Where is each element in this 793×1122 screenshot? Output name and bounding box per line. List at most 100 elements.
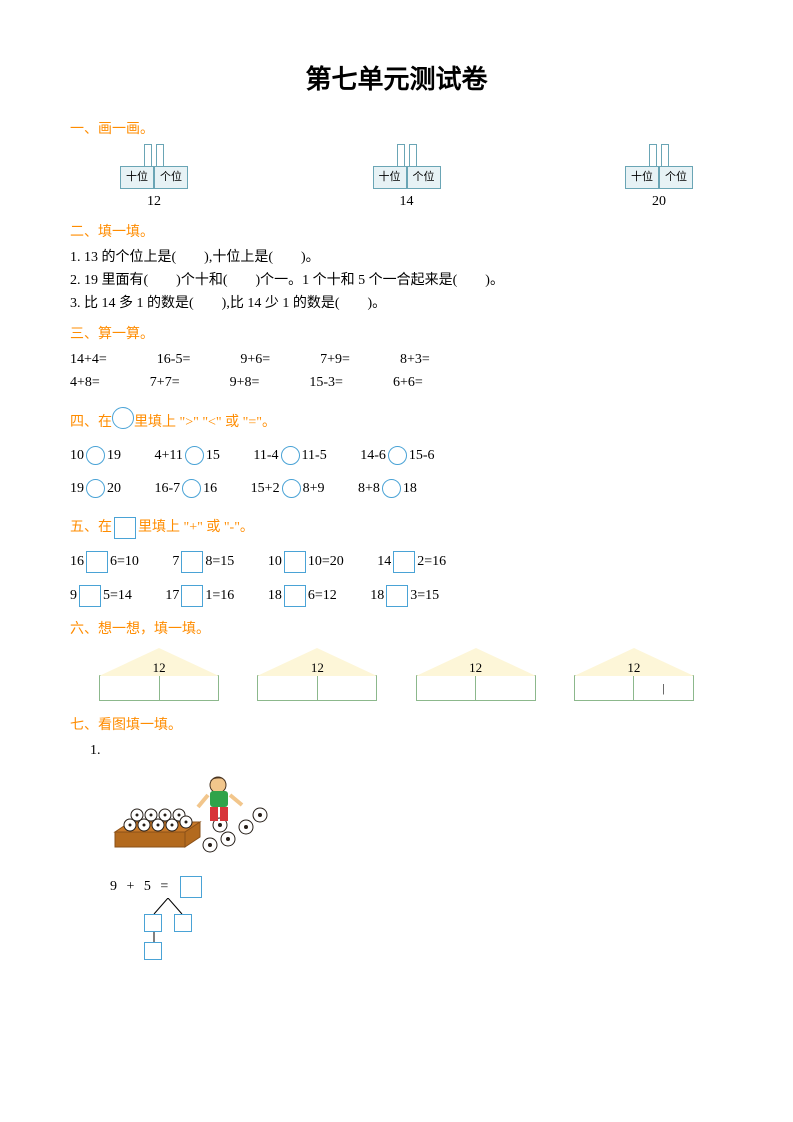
tree-blank[interactable]: [174, 914, 192, 932]
pv-num-3: 20: [625, 191, 693, 212]
house-cell[interactable]: |: [633, 676, 693, 700]
circle-blank[interactable]: [388, 446, 407, 465]
s2-q1: 1. 13 的个位上是( ),十位上是( )。: [70, 247, 723, 268]
section-7-title: 七、看图填一填。: [70, 715, 723, 736]
pv-tens-label: 十位: [625, 166, 659, 189]
square-blank[interactable]: [284, 551, 306, 573]
op-a: 16: [70, 554, 84, 569]
circle-blank[interactable]: [282, 479, 301, 498]
tree-blank[interactable]: [144, 914, 162, 932]
op-b: 6=10: [110, 554, 139, 569]
square-blank[interactable]: [86, 551, 108, 573]
s2-q2: 2. 19 里面有( )个十和( )个一。1 个十和 5 个一合起来是( )。: [70, 270, 723, 291]
op-b: 8=15: [205, 554, 234, 569]
comp-b: 15-6: [409, 448, 435, 463]
s4-title-pre: 四、在: [70, 415, 112, 430]
calc-item: 7+7=: [150, 372, 180, 393]
comp-b: 18: [403, 481, 417, 496]
calc-item: 9+8=: [230, 372, 260, 393]
circle-blank[interactable]: [185, 446, 204, 465]
square-blank[interactable]: [181, 585, 203, 607]
square-blank[interactable]: [181, 551, 203, 573]
op-b: 6=12: [308, 588, 337, 603]
op-a: 17: [165, 588, 179, 603]
house-cell[interactable]: [100, 676, 159, 700]
house-cell[interactable]: [159, 676, 219, 700]
comp-b: 11-5: [302, 448, 327, 463]
s4-row2: 1920 16-716 15+28+9 8+818: [70, 478, 723, 499]
circle-blank[interactable]: [382, 479, 401, 498]
op-b: 10=20: [308, 554, 344, 569]
square-blank[interactable]: [79, 585, 101, 607]
calc-item: 15-3=: [309, 372, 343, 393]
pv-ones-label: 个位: [407, 166, 441, 189]
comp-a: 11-4: [253, 448, 278, 463]
house-1: 12: [99, 648, 219, 701]
square-blank[interactable]: [284, 585, 306, 607]
square-blank-icon: [114, 517, 136, 539]
expr-eq: =: [160, 879, 168, 894]
square-blank[interactable]: [386, 585, 408, 607]
tree-blank[interactable]: [144, 942, 162, 960]
house-roof-num: 12: [99, 658, 219, 678]
house-cell[interactable]: [575, 676, 634, 700]
expr-a: 9: [110, 879, 117, 894]
section-1-title: 一、画一画。: [70, 119, 723, 140]
soccer-figure: 9 + 5 =: [110, 767, 723, 960]
houses-row: 12 12 12 12 |: [70, 648, 723, 701]
calc-item: 8+3=: [400, 349, 430, 370]
pv-unit-2: 十位 个位 14: [373, 144, 441, 212]
square-blank[interactable]: [393, 551, 415, 573]
calc-item: 6+6=: [393, 372, 423, 393]
house-cell[interactable]: [258, 676, 317, 700]
circle-blank[interactable]: [281, 446, 300, 465]
page-title: 第七单元测试卷: [70, 60, 723, 99]
s7-q1: 1.: [70, 740, 723, 761]
comp-b: 20: [107, 481, 121, 496]
s5-row1: 166=10 78=15 1010=20 142=16: [70, 551, 723, 573]
s4-title-post: 里填上 ">" "<" 或 "="。: [134, 415, 276, 430]
circle-blank[interactable]: [86, 479, 105, 498]
calc-row-1: 14+4= 16-5= 9+6= 7+9= 8+3=: [70, 349, 723, 370]
house-cell[interactable]: [317, 676, 377, 700]
pv-ones-label: 个位: [154, 166, 188, 189]
expr-op: +: [127, 879, 135, 894]
section-4-title: 四、在 里填上 ">" "<" 或 "="。: [70, 407, 723, 433]
pv-unit-3: 十位 个位 20: [625, 144, 693, 212]
comp-a: 14-6: [360, 448, 386, 463]
calc-item: 4+8=: [70, 372, 100, 393]
answer-blank[interactable]: [180, 876, 202, 898]
pv-ones-label: 个位: [659, 166, 693, 189]
house-roof-num: 12: [574, 658, 694, 678]
op-a: 18: [268, 588, 282, 603]
house-3: 12: [416, 648, 536, 701]
circle-blank[interactable]: [86, 446, 105, 465]
pv-tens-label: 十位: [373, 166, 407, 189]
s4-row1: 1019 4+1115 11-411-5 14-615-6: [70, 445, 723, 466]
comp-a: 8+8: [358, 481, 380, 496]
soccer-scene-svg: [110, 767, 290, 867]
comp-a: 10: [70, 448, 84, 463]
pv-num-2: 14: [373, 191, 441, 212]
calc-item: 7+9=: [320, 349, 350, 370]
s2-q3: 3. 比 14 多 1 的数是( ),比 14 少 1 的数是( )。: [70, 293, 723, 314]
section-2-title: 二、填一填。: [70, 222, 723, 243]
house-cell[interactable]: [417, 676, 476, 700]
house-roof-num: 12: [416, 658, 536, 678]
expr-row: 9 + 5 =: [110, 876, 723, 898]
expr-b: 5: [144, 879, 151, 894]
op-a: 10: [268, 554, 282, 569]
section-6-title: 六、想一想，填一填。: [70, 619, 723, 640]
comp-b: 19: [107, 448, 121, 463]
house-4: 12 |: [574, 648, 694, 701]
house-cell[interactable]: [475, 676, 535, 700]
comp-a: 15+2: [251, 481, 280, 496]
calc-item: 16-5=: [157, 349, 191, 370]
op-b: 2=16: [417, 554, 446, 569]
pv-tens-label: 十位: [120, 166, 154, 189]
s5-title-pre: 五、在: [70, 520, 112, 535]
s5-row2: 95=14 171=16 186=12 183=15: [70, 585, 723, 607]
circle-blank[interactable]: [182, 479, 201, 498]
s5-title-post: 里填上 "+" 或 "-"。: [138, 520, 254, 535]
pv-num-1: 12: [120, 191, 188, 212]
